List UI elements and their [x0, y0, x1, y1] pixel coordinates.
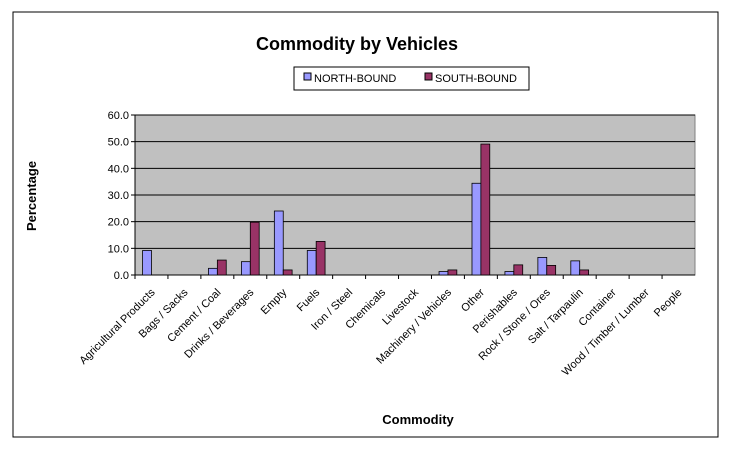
bar-south: [249, 221, 260, 276]
bar-south: [480, 143, 491, 276]
bars: [142, 143, 589, 276]
y-tick-label: 40.0: [108, 163, 129, 175]
bar-north: [438, 271, 449, 276]
y-tick-label: 60.0: [108, 110, 129, 122]
bar-north: [570, 260, 581, 276]
y-tick-label: 30.0: [108, 190, 129, 202]
legend-label-north: NORTH-BOUND: [314, 73, 396, 85]
bar-south: [216, 259, 227, 276]
chart-title: Commodity by Vehicles: [256, 34, 458, 54]
y-tick-label: 0.0: [114, 270, 129, 282]
bar-south: [315, 240, 326, 276]
bar-north: [208, 267, 218, 276]
y-axis-title: Percentage: [24, 161, 39, 231]
legend: NORTH-BOUND SOUTH-BOUND: [293, 66, 530, 91]
bar-south: [579, 269, 589, 276]
bar-north: [240, 261, 251, 276]
bar-north: [142, 250, 152, 276]
bar-north: [537, 256, 548, 276]
bar-south: [282, 269, 293, 276]
bar-north: [273, 210, 284, 276]
bar-north: [471, 182, 482, 276]
legend-box: [293, 66, 530, 91]
y-tick-label: 20.0: [108, 217, 129, 229]
legend-swatch-south: [424, 72, 433, 81]
bar-north: [306, 250, 317, 276]
y-axis-ticks: 0.0 10.0 20.0 30.0 40.0 50.0 60.0: [108, 110, 695, 282]
gridlines: [135, 114, 695, 249]
legend-label-south: SOUTH-BOUND: [435, 73, 517, 85]
x-axis-title: Commodity: [382, 412, 454, 427]
legend-swatch-north: [303, 72, 312, 81]
y-tick-label: 10.0: [108, 243, 129, 255]
y-tick-label: 50.0: [108, 137, 129, 149]
bar-south: [447, 269, 458, 276]
bar-south: [546, 264, 557, 276]
bar-south: [513, 264, 524, 276]
bar-north: [504, 271, 515, 276]
